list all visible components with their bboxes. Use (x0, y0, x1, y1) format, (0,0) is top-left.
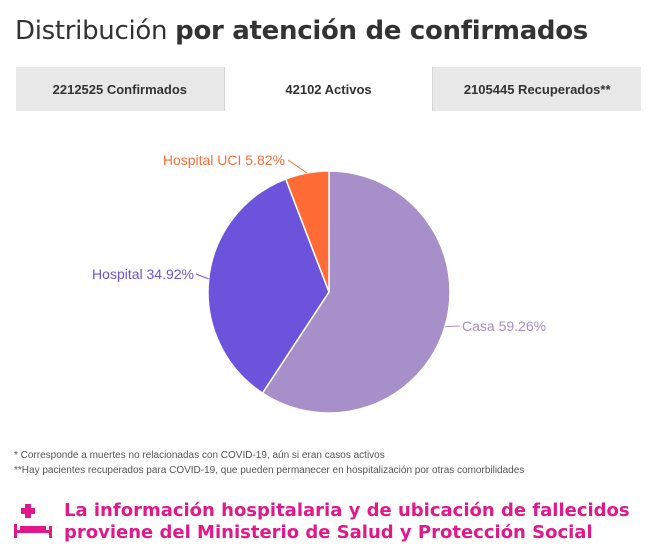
pie-slice-hospital-uci[interactable] (284, 170, 330, 293)
slice-label: Hospital 34.92% (92, 266, 194, 282)
source-text: La información hospitalaria y de ubicaci… (64, 500, 630, 544)
slice-label: Casa 59.26% (462, 318, 546, 334)
pie-slice-hospital[interactable] (207, 178, 330, 395)
tab-divider (223, 67, 225, 111)
footnote-2: **Hay pacientes recuperados para COVID-1… (14, 465, 525, 476)
hospital-bed-icon (14, 504, 52, 538)
label-leader-line (195, 273, 209, 280)
slice-label: Hospital UCI 5.82% (163, 152, 285, 168)
footnote-1: * Corresponde a muertes no relacionadas … (14, 450, 385, 461)
source-line-1: La información hospitalaria y de ubicaci… (64, 500, 630, 521)
source-banner: La información hospitalaria y de ubicaci… (12, 500, 630, 544)
tab-activos[interactable]: 42102 Activos (224, 67, 433, 111)
tab-confirmados[interactable]: 2212525 Confirmados (16, 67, 224, 111)
label-leader-line (444, 325, 461, 328)
title-regular: Distribución (15, 16, 168, 46)
page-title: Distribución por atención de confirmados (15, 16, 588, 46)
source-line-2: proviene del Ministerio de Salud y Prote… (64, 522, 593, 543)
pie-chart: Casa 59.26% Hospital 34.92% Hospital UCI 5… (92, 152, 546, 414)
tab-divider (432, 67, 434, 111)
footnotes: * Corresponde a muertes no relacionadas … (14, 448, 524, 478)
label-leader-line (287, 159, 308, 174)
tab-recuperados[interactable]: 2105445 Recuperados** (433, 67, 642, 111)
tab-bar: 2212525 Confirmados 42102 Activos 210544… (16, 67, 642, 111)
title-bold: por atención de confirmados (175, 16, 588, 46)
